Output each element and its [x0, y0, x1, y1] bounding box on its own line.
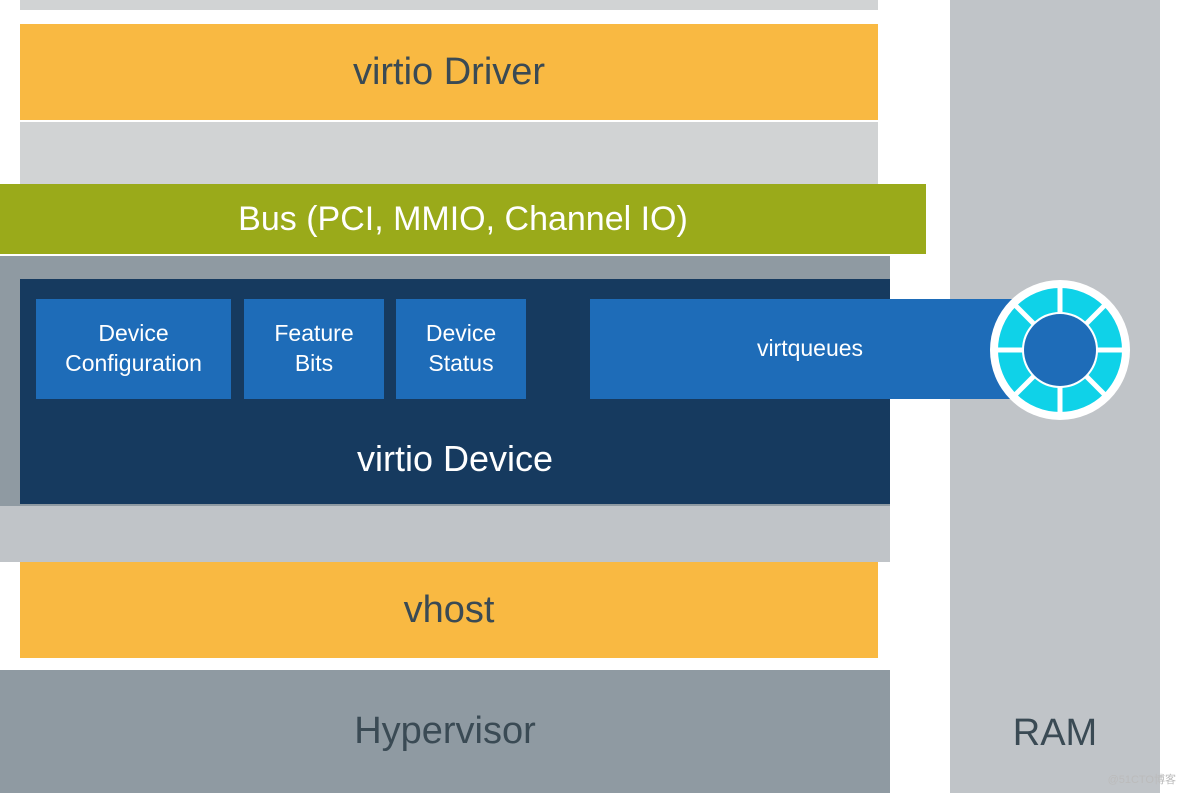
driver-label: virtio Driver: [353, 51, 545, 94]
spacer-1: [20, 122, 878, 184]
device-configuration-box: Device Configuration: [36, 299, 231, 399]
status-label: Device Status: [426, 319, 496, 379]
bus-layer: Bus (PCI, MMIO, Channel IO): [0, 184, 926, 254]
spacer-2: [0, 506, 890, 562]
virtqueues-box: virtqueues: [590, 299, 1030, 399]
top-partial-strip: [20, 0, 878, 10]
virtio-architecture-diagram: RAM virtio Driver Bus (PCI, MMIO, Channe…: [0, 0, 1184, 793]
ram-label: RAM: [1013, 712, 1097, 755]
hypervisor-layer: Hypervisor: [0, 670, 890, 793]
feature-bits-box: Feature Bits: [244, 299, 384, 399]
hypervisor-label: Hypervisor: [354, 710, 536, 753]
device-label: virtio Device: [357, 438, 553, 480]
virtqueues-label: virtqueues: [757, 334, 863, 364]
device-status-box: Device Status: [396, 299, 526, 399]
feature-label: Feature Bits: [274, 319, 353, 379]
watermark-text: @51CTO博客: [1108, 771, 1176, 787]
ring-buffer-icon: [990, 280, 1130, 420]
bus-label: Bus (PCI, MMIO, Channel IO): [238, 200, 688, 239]
config-label: Device Configuration: [65, 319, 202, 379]
vhost-label: vhost: [404, 589, 495, 632]
vhost-layer: vhost: [20, 562, 878, 658]
virtio-driver-layer: virtio Driver: [20, 24, 878, 120]
